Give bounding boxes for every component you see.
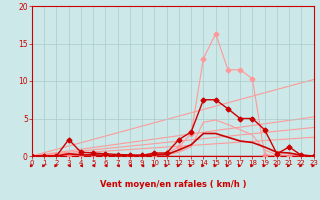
X-axis label: Vent moyen/en rafales ( km/h ): Vent moyen/en rafales ( km/h ) [100,180,246,189]
